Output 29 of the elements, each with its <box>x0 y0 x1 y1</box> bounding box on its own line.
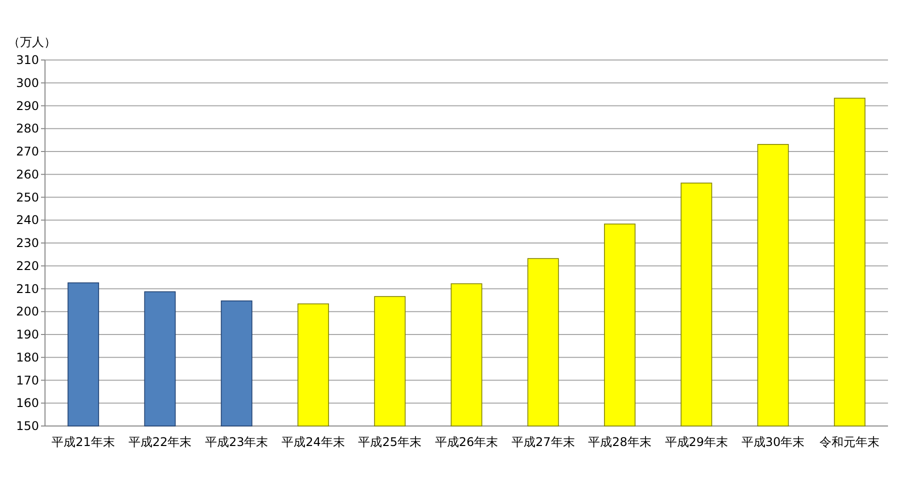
y-tick-label: 300 <box>16 76 39 90</box>
y-tick-label: 270 <box>16 144 39 158</box>
x-tick-label: 平成27年末 <box>511 435 575 449</box>
y-tick-label: 190 <box>16 328 39 342</box>
y-tick-label: 170 <box>16 373 39 388</box>
x-tick-label: 平成26年末 <box>434 435 498 449</box>
x-tick-label: 平成21年末 <box>52 435 115 449</box>
y-tick-label: 310 <box>16 53 39 67</box>
x-tick-label: 平成29年末 <box>664 435 728 449</box>
y-tick-label: 160 <box>16 396 39 410</box>
y-tick-label: 150 <box>16 419 39 433</box>
x-tick-label: 令和元年末 <box>820 435 880 449</box>
y-tick-label: 220 <box>16 258 39 273</box>
y-tick-label: 210 <box>16 282 39 296</box>
y-tick-label: 180 <box>16 350 39 364</box>
y-axis-title: （万人） <box>8 35 56 49</box>
y-tick-label: 290 <box>16 98 39 113</box>
y-tick-label: 280 <box>16 122 39 136</box>
y-tick-label: 230 <box>16 236 39 250</box>
x-tick-label: 平成24年末 <box>282 435 345 449</box>
y-tick-label: 250 <box>16 190 39 204</box>
x-tick-label: 平成22年末 <box>128 435 192 449</box>
y-tick-label: 240 <box>16 213 39 228</box>
y-tick-label: 260 <box>16 167 39 182</box>
x-tick-label: 平成25年末 <box>358 435 422 449</box>
x-tick-label: 平成30年末 <box>741 435 805 449</box>
x-tick-label: 平成23年末 <box>204 435 268 449</box>
y-tick-label: 200 <box>16 304 39 319</box>
x-tick-label: 平成28年末 <box>588 435 652 449</box>
